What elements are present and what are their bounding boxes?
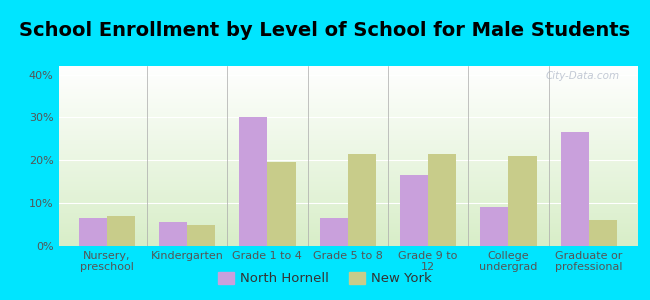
Bar [561,132,589,246]
Bar [79,218,107,246]
Text: School Enrollment by Level of School for Male Students: School Enrollment by Level of School for… [20,21,630,40]
Bar [159,222,187,246]
Bar [187,225,215,246]
Legend: North Hornell, New York: North Hornell, New York [213,266,437,290]
Bar [320,218,348,246]
Bar [348,154,376,246]
Bar [508,156,536,246]
Bar [400,175,428,246]
Bar [480,207,508,246]
Bar [107,216,135,246]
Bar [267,162,296,246]
Bar [589,220,617,246]
Bar [239,117,267,246]
Text: City-Data.com: City-Data.com [545,71,619,81]
Bar [428,154,456,246]
